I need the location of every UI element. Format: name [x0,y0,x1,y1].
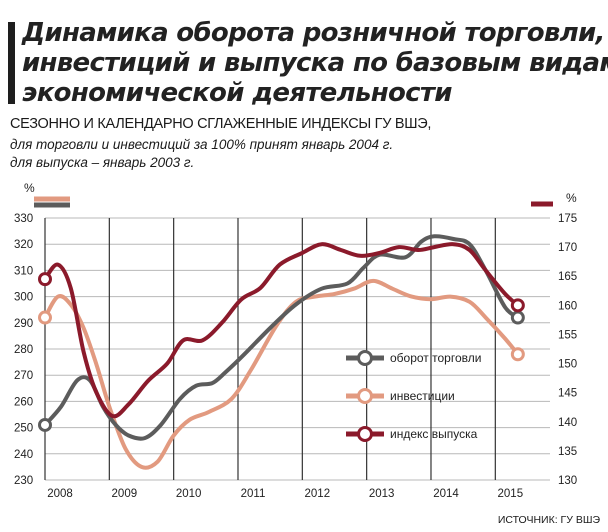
y-left-tick-label: 330 [14,213,33,225]
y-right-tick-label: 165 [558,271,577,283]
series-endpoint-trade-start [38,417,52,432]
chart-title: Динамика оборота розничной торговли, инв… [22,18,608,108]
y-right-tick-label: 130 [558,475,577,487]
series-endpoint-output-end [510,298,525,313]
title-line-2: инвестиций и выпуска по базовым видам [22,48,608,78]
y-right-tick-label: 155 [558,329,577,341]
legend-label-output: индекс выпуска [390,427,478,441]
series-line-trade [43,234,520,441]
y-left-tick-label: 260 [14,396,33,408]
y-right-unit-label: % [566,191,577,205]
source-note: ИСТОЧНИК: ГУ ВШЭ [497,514,600,526]
y-left-tick-label: 270 [14,370,33,382]
y-right-tick-label: 170 [558,242,577,254]
x-tick-label: 2014 [433,488,459,500]
legend-label-trade: оборот торговли [390,351,481,365]
title-line-3: экономической деятельности [22,78,452,108]
series-endpoint-investment-start [38,310,52,325]
x-tick-label: 2010 [176,488,202,500]
y-right-tick-label: 160 [558,300,577,312]
series-endpoint-trade-end [510,310,525,325]
y-left-tick-label: 250 [14,423,33,435]
y-left-tick-label: 240 [14,449,33,461]
y-right-tick-label: 135 [558,446,577,458]
y-right-tick-label: 175 [558,213,577,225]
legend-marker-trade [357,350,373,366]
y-left-unit-label: % [24,181,35,195]
subtitle-main: СЕЗОННО И КАЛЕНДАРНО СГЛАЖЕННЫЕ ИНДЕКСЫ … [10,116,432,132]
subtitle-base-output: для выпуска – январь 2003 г. [10,155,195,170]
y-left-tick-label: 300 [14,292,33,304]
series-line-investment [43,278,520,470]
title-line-1: Динамика оборота розничной торговли, [22,18,605,48]
x-tick-label: 2015 [498,488,524,500]
x-tick-label: 2013 [369,488,395,500]
y-right-tick-label: 145 [558,388,577,400]
series-endpoint-investment-end [510,347,525,362]
y-left-tick-label: 320 [14,239,33,251]
legend-marker-output [357,426,373,442]
y-right-tick-label: 150 [558,359,577,371]
legend-label-investment: инвестиции [390,389,455,403]
subtitle-base-trade-investment: для торговли и инвестиций за 100% принят… [10,137,394,152]
y-left-tick-label: 230 [14,475,33,487]
y-right-tick-label: 140 [558,417,577,429]
x-tick-label: 2011 [241,488,266,500]
legend-marker-investment [357,388,373,404]
y-left-tick-label: 280 [14,344,33,356]
series-line-output [43,242,520,419]
y-left-tick-label: 310 [14,265,33,277]
x-tick-label: 2008 [47,488,73,500]
x-tick-label: 2009 [112,488,138,500]
y-left-tick-label: 290 [14,318,33,330]
x-tick-label: 2012 [305,488,331,500]
title-accent-bar [8,22,15,104]
series-endpoint-output-start [38,272,52,287]
